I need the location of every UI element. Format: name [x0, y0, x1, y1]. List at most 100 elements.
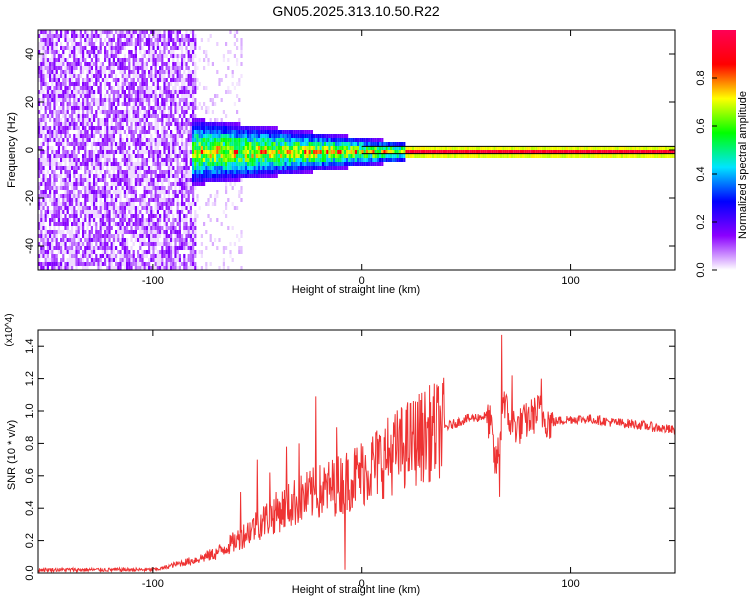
heatmap-cell [194, 230, 197, 234]
heatmap-cell [557, 146, 560, 150]
heatmap-cell [95, 114, 98, 118]
heatmap-cell [121, 234, 124, 238]
heatmap-cell [62, 74, 65, 78]
heatmap-cell [121, 62, 124, 66]
heatmap-cell [297, 150, 300, 154]
heatmap-cell [174, 230, 177, 234]
heatmap-cell [51, 202, 54, 206]
heatmap-cell [159, 174, 162, 178]
heatmap-cell [51, 182, 54, 186]
heatmap-cell [95, 154, 98, 158]
heatmap-cell [84, 118, 87, 122]
heatmap-cell [189, 86, 192, 90]
heatmap-cell [110, 30, 113, 34]
heatmap-cell [145, 86, 148, 90]
heatmap-cell [156, 30, 159, 34]
heatmap-cell [90, 130, 93, 134]
heatmap-cell [66, 106, 69, 110]
heatmap-cell [187, 230, 190, 234]
heatmap-cell [238, 190, 241, 194]
heatmap-cell [141, 206, 144, 210]
heatmap-cell [306, 142, 309, 146]
heatmap-cell [385, 154, 388, 158]
heatmap-cell [170, 150, 173, 154]
heatmap-cell [185, 78, 188, 82]
heatmap-cell [130, 198, 133, 202]
heatmap-cell [152, 170, 155, 174]
heatmap-cell [271, 130, 274, 134]
heatmap-cell [533, 146, 536, 150]
heatmap-cell [137, 34, 140, 38]
heatmap-cell [264, 166, 267, 170]
heatmap-cell [159, 254, 162, 258]
heatmap-cell [152, 114, 155, 118]
heatmap-cell [181, 130, 184, 134]
heatmap-cell [75, 178, 78, 182]
heatmap-cell [106, 146, 109, 150]
heatmap-cell [266, 130, 269, 134]
heatmap-cell [73, 122, 76, 126]
heatmap-cell [143, 30, 146, 34]
heatmap-cell [53, 258, 56, 262]
heatmap-cell [115, 198, 118, 202]
heatmap-cell [304, 166, 307, 170]
heatmap-cell [189, 214, 192, 218]
heatmap-cell [119, 118, 122, 122]
heatmap-cell [44, 58, 47, 62]
heatmap-cell [79, 50, 82, 54]
heatmap-cell [53, 106, 56, 110]
heatmap-cell [310, 154, 313, 158]
heatmap-cell [288, 130, 291, 134]
heatmap-cell [86, 122, 89, 126]
heatmap-cell [174, 262, 177, 266]
heatmap-cell [240, 166, 243, 170]
heatmap-cell [372, 154, 375, 158]
heatmap-cell [90, 258, 93, 262]
heatmap-cell [258, 162, 261, 166]
heatmap-cell [60, 202, 63, 206]
heatmap-cell [185, 46, 188, 50]
heatmap-cell [68, 218, 71, 222]
heatmap-cell [42, 154, 45, 158]
heatmap-cell [203, 150, 206, 154]
heatmap-cell [42, 158, 45, 162]
heatmap-cell [282, 150, 285, 154]
heatmap-cell [196, 66, 199, 70]
heatmap-cell [86, 78, 89, 82]
heatmap-cell [192, 122, 195, 126]
heatmap-cell [368, 146, 371, 150]
heatmap-cell [357, 158, 360, 162]
heatmap-cell [82, 126, 85, 130]
heatmap-cell [273, 166, 276, 170]
heatmap-cell [86, 194, 89, 198]
heatmap-cell [535, 150, 538, 154]
heatmap-cell [117, 86, 120, 90]
heatmap-cell [643, 154, 646, 158]
heatmap-cell [423, 150, 426, 154]
heatmap-cell [90, 98, 93, 102]
heatmap-cell [64, 238, 67, 242]
heatmap-cell [172, 50, 175, 54]
heatmap-cell [240, 138, 243, 142]
heatmap-cell [456, 150, 459, 154]
heatmap-cell [139, 234, 142, 238]
heatmap-cell [139, 226, 142, 230]
heatmap-cell [82, 86, 85, 90]
heatmap-cell [112, 46, 115, 50]
heatmap-cell [207, 106, 210, 110]
heatmap-cell [148, 98, 151, 102]
heatmap-cell [93, 54, 96, 58]
heatmap-cell [84, 214, 87, 218]
heatmap-cell [154, 222, 157, 226]
heatmap-cell [165, 206, 168, 210]
heatmap-cell [178, 234, 181, 238]
heatmap-cell [121, 178, 124, 182]
heatmap-cell [174, 66, 177, 70]
heatmap-cell [332, 146, 335, 150]
heatmap-cell [352, 146, 355, 150]
heatmap-cell [88, 178, 91, 182]
heatmap-cell [132, 262, 135, 266]
heatmap-cell [132, 254, 135, 258]
heatmap-cell [73, 106, 76, 110]
heatmap-cell [38, 74, 41, 78]
